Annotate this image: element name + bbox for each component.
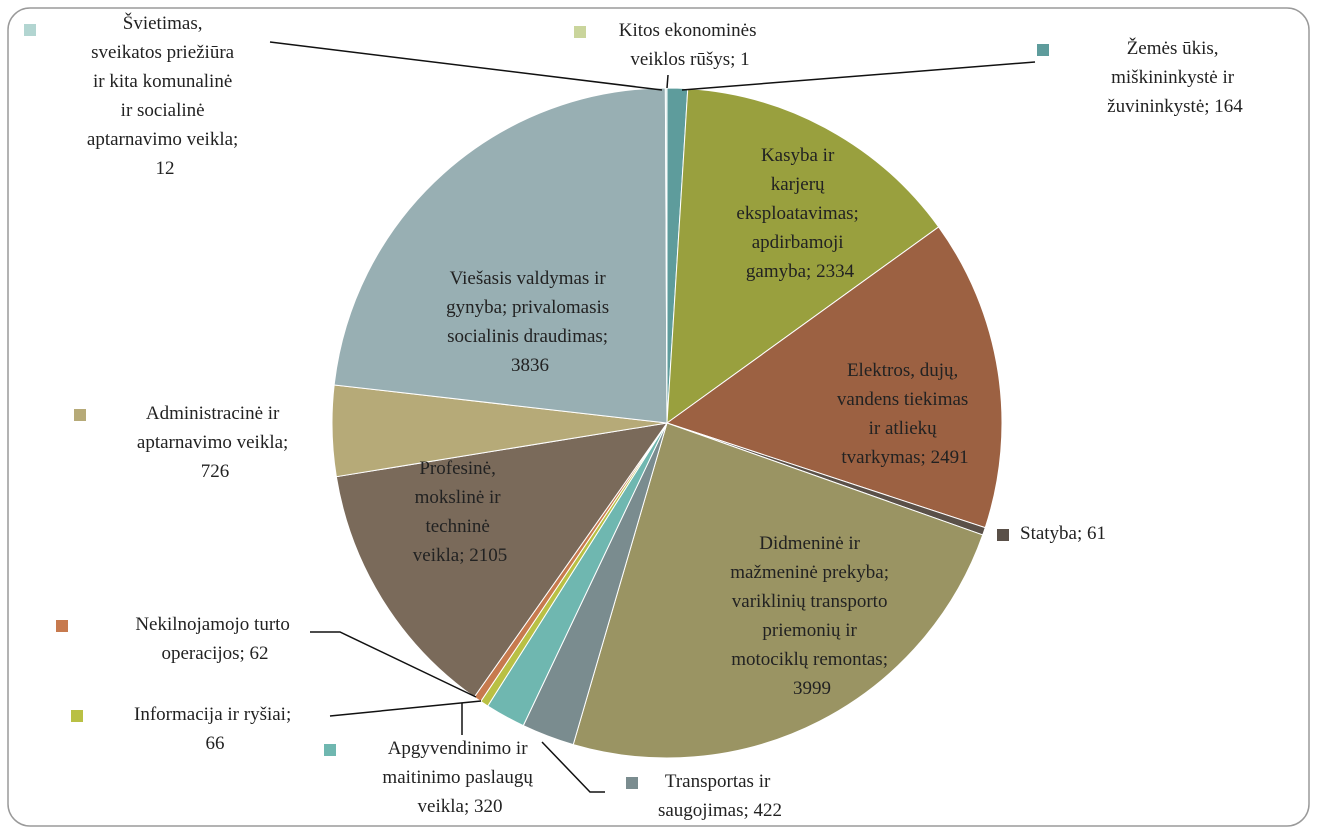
leader-line — [541, 741, 605, 793]
leader-line — [329, 700, 482, 717]
data-label: Kitos ekonominės veiklos rūšys; 1 — [619, 20, 762, 70]
pie-slice — [335, 422, 669, 698]
legend-key — [626, 777, 638, 789]
legend-key — [574, 26, 586, 38]
leader-line — [269, 41, 663, 91]
data-label: Nekilnojamojo turto operacijos; 62 — [135, 614, 294, 664]
leader-line — [666, 74, 669, 89]
pie-slice — [666, 88, 940, 425]
data-label: Apgyvendinimo ir maitinimo paslaugų veik… — [382, 738, 537, 817]
pie-slice — [572, 422, 984, 759]
pie-slice — [333, 87, 668, 424]
data-label: Informacija ir ryšiai; 66 — [134, 704, 296, 754]
data-label: Elektros, dujų, vandens tiekimas ir atli… — [837, 360, 973, 468]
data-label: Statyba; 61 — [1020, 523, 1106, 544]
legend-key — [71, 710, 83, 722]
data-label: Transportas ir saugojimas; 422 — [658, 771, 782, 821]
data-label: Didmeninė ir mažmeninė prekyba; variklin… — [730, 533, 894, 699]
legend-key — [997, 529, 1009, 541]
data-label: Profesinė, mokslinė ir techninė veikla; … — [413, 458, 507, 566]
data-label: Žemės ūkis, miškininkystė ir žuvininkyst… — [1107, 37, 1243, 117]
data-label: Kasyba ir karjerų eksploatavimas; apdirb… — [736, 145, 863, 282]
legend-key — [1037, 44, 1049, 56]
data-label: Viešasis valdymas ir gynyba; privalomasi… — [446, 268, 614, 376]
legend-key — [74, 409, 86, 421]
legend-key — [24, 24, 36, 36]
legend-key — [324, 744, 336, 756]
data-label: Švietimas, sveikatos priežiūra ir kita k… — [87, 12, 243, 179]
leader-line — [310, 631, 477, 698]
data-label: Administracinė ir aptarnavimo veikla; 72… — [137, 403, 293, 482]
pie-slice — [665, 226, 1003, 529]
legend-key — [56, 620, 68, 632]
leader-line — [681, 61, 1036, 91]
